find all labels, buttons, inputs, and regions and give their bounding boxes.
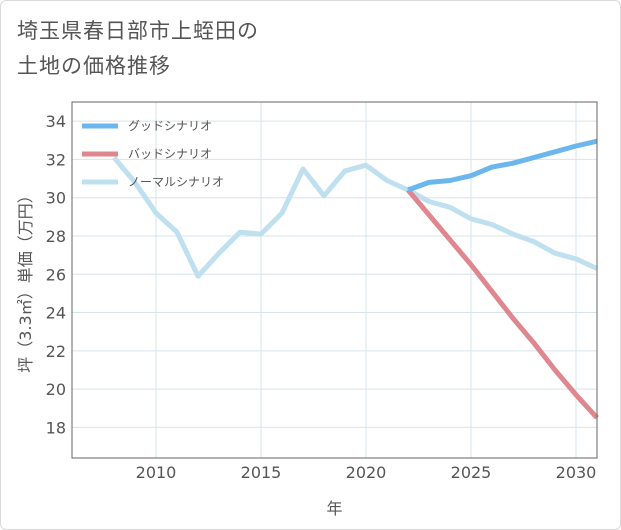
x-tick-label: 2020: [346, 463, 387, 482]
page-title: 埼玉県春日部市上蛭田の 土地の価格推移: [17, 14, 417, 84]
y-tick-label: 28: [46, 227, 66, 246]
x-tick-label: 2015: [241, 463, 282, 482]
plot-frame: [71, 101, 598, 459]
y-tick-label: 18: [46, 418, 66, 437]
title-line-1: 埼玉県春日部市上蛭田の: [17, 19, 259, 43]
series-line-0: [407, 138, 598, 193]
series-line-1: [406, 188, 599, 420]
grid: [72, 102, 597, 458]
plot-border: [71, 101, 598, 459]
legend-label: ノーマルシナリオ: [128, 175, 224, 189]
y-tick-label: 20: [46, 380, 66, 399]
title-line-2: 土地の価格推移: [17, 54, 171, 78]
x-tick-label: 2030: [556, 463, 597, 482]
y-tick-label: 34: [46, 112, 66, 131]
y-tick-label: 24: [46, 304, 66, 323]
series-line-2: [112, 155, 599, 279]
y-axis-label: 坪（3.3㎡）単価（万円）: [16, 187, 35, 372]
x-tick-label: 2010: [136, 463, 177, 482]
legend-label: バッドシナリオ: [128, 147, 212, 161]
tick-labels: 2010 2015 2020 2025 2030 18 20 22 24 26 28 30 32 34: [46, 112, 597, 482]
series-lines: [112, 138, 599, 420]
y-tick-label: 32: [46, 150, 66, 169]
legend-label: グッドシナリオ: [128, 119, 212, 133]
y-tick-label: 22: [46, 342, 66, 361]
y-tick-label: 26: [46, 265, 66, 284]
y-tick-label: 30: [46, 189, 66, 208]
x-axis-label: 年: [326, 499, 342, 518]
x-tick-label: 2025: [451, 463, 492, 482]
